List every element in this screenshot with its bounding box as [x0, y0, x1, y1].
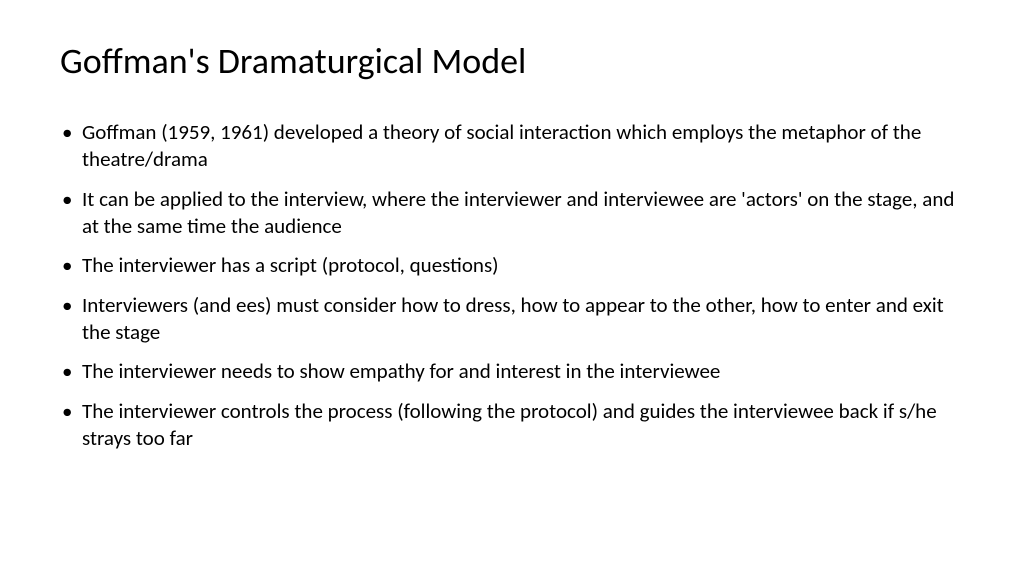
list-item: Goffman (1959, 1961) developed a theory … — [60, 119, 964, 174]
slide-title: Goffman's Dramaturgical Model — [60, 40, 964, 83]
list-item: Interviewers (and ees) must consider how… — [60, 292, 964, 347]
bullet-list: Goffman (1959, 1961) developed a theory … — [60, 119, 964, 452]
list-item: The interviewer controls the process (fo… — [60, 398, 964, 453]
list-item: The interviewer has a script (protocol, … — [60, 252, 964, 279]
list-item: It can be applied to the interview, wher… — [60, 186, 964, 241]
list-item: The interviewer needs to show empathy fo… — [60, 358, 964, 385]
